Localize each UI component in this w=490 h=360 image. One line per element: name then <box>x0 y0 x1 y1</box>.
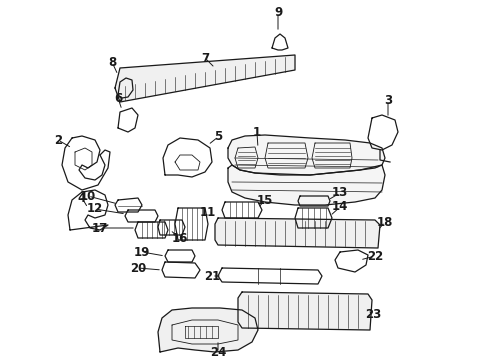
Text: 11: 11 <box>200 206 216 219</box>
Polygon shape <box>215 218 380 248</box>
Text: 7: 7 <box>201 51 209 64</box>
Text: 4: 4 <box>78 192 86 204</box>
Text: 6: 6 <box>114 91 122 104</box>
Text: 10: 10 <box>80 189 96 202</box>
Text: 14: 14 <box>332 201 348 213</box>
Text: 20: 20 <box>130 261 146 274</box>
Text: 2: 2 <box>54 134 62 147</box>
Text: 21: 21 <box>204 270 220 283</box>
Text: 23: 23 <box>365 309 381 321</box>
Text: 15: 15 <box>257 194 273 207</box>
Text: 12: 12 <box>87 202 103 216</box>
Polygon shape <box>228 135 385 175</box>
Text: 5: 5 <box>214 130 222 144</box>
Polygon shape <box>158 308 258 352</box>
Text: 1: 1 <box>253 126 261 139</box>
Text: 19: 19 <box>134 246 150 258</box>
Text: 3: 3 <box>384 94 392 107</box>
Polygon shape <box>238 292 372 330</box>
Polygon shape <box>115 55 295 102</box>
Text: 9: 9 <box>274 5 282 18</box>
Text: 18: 18 <box>377 216 393 229</box>
Text: 16: 16 <box>172 231 188 244</box>
Polygon shape <box>228 165 385 205</box>
Text: 8: 8 <box>108 55 116 68</box>
Text: 13: 13 <box>332 186 348 199</box>
Text: 22: 22 <box>367 249 383 262</box>
Text: 17: 17 <box>92 221 108 234</box>
Text: 24: 24 <box>210 346 226 360</box>
